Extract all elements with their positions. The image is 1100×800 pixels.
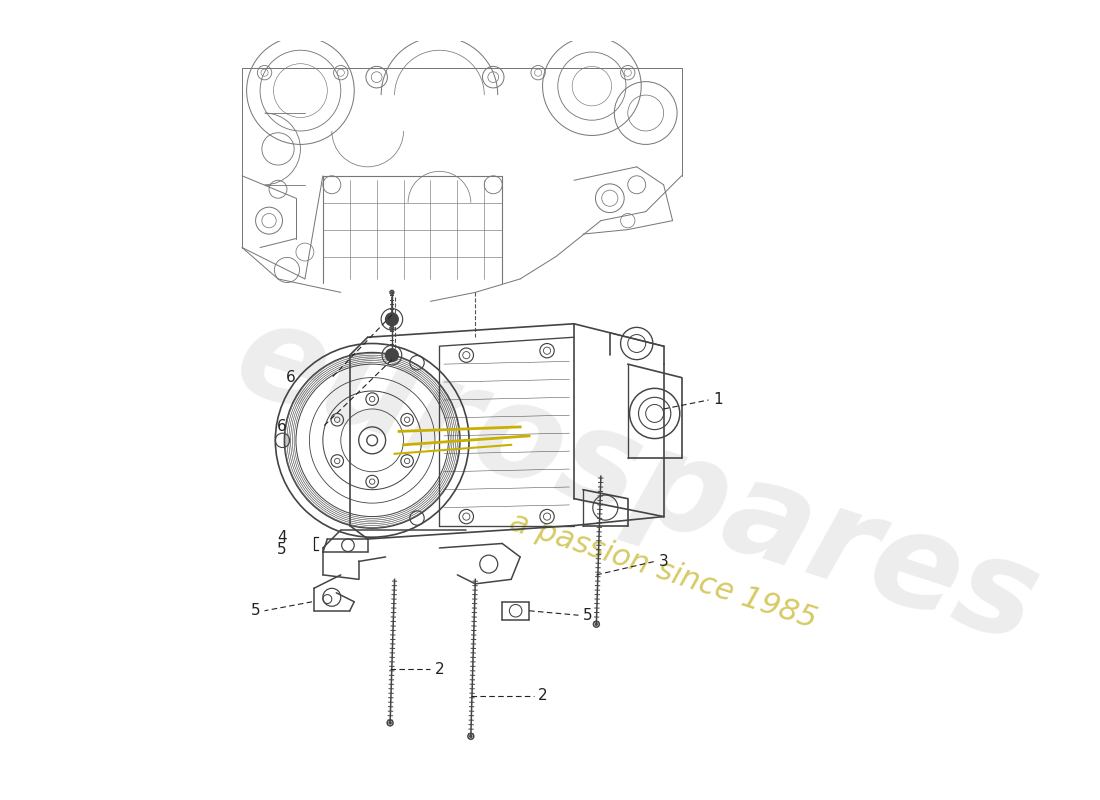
Circle shape — [595, 623, 597, 626]
Text: 5: 5 — [583, 608, 593, 622]
Circle shape — [390, 327, 393, 329]
Circle shape — [386, 313, 398, 326]
Text: 2: 2 — [434, 662, 444, 677]
Circle shape — [388, 722, 392, 724]
Circle shape — [386, 349, 398, 362]
Text: 3: 3 — [659, 554, 669, 569]
Text: 4: 4 — [277, 530, 287, 545]
Text: 5: 5 — [251, 603, 260, 618]
Text: a passion since 1985: a passion since 1985 — [506, 507, 821, 634]
Text: 2: 2 — [538, 689, 548, 703]
Text: 6: 6 — [286, 370, 296, 385]
Text: 6: 6 — [277, 419, 287, 434]
Circle shape — [470, 735, 472, 738]
Text: 5: 5 — [277, 542, 287, 558]
Text: 1: 1 — [713, 393, 723, 407]
Circle shape — [390, 291, 393, 294]
Text: eurospares: eurospares — [220, 291, 1054, 670]
